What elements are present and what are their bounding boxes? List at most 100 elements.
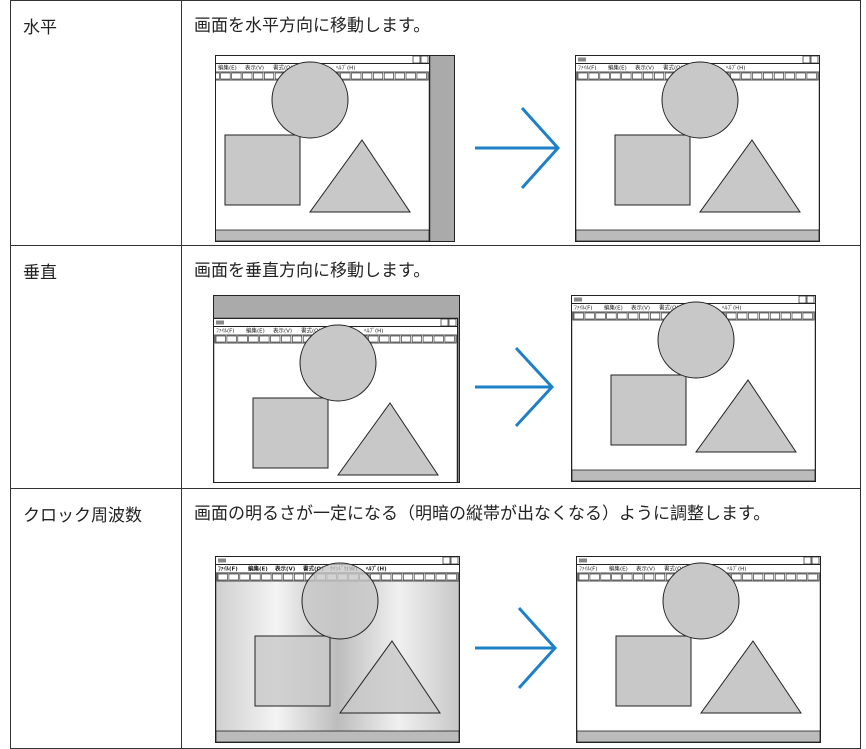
tool-button (753, 573, 764, 581)
tool-button (588, 72, 599, 80)
arrow (475, 106, 561, 190)
tool-button (394, 72, 405, 80)
tool-button (261, 573, 272, 581)
menu-item: 編集(E) (218, 64, 237, 72)
screen-border (215, 55, 455, 242)
tool-button (220, 72, 231, 80)
button (450, 556, 459, 565)
tool-button (362, 72, 373, 80)
tool-button (270, 335, 281, 343)
system-box (578, 57, 586, 62)
system-box (218, 558, 226, 563)
button (810, 55, 819, 64)
tool-button (796, 573, 807, 581)
menu-item: 書式(O) (301, 327, 321, 335)
tool-button (264, 72, 275, 80)
tool-button (294, 573, 305, 581)
circle (299, 324, 377, 402)
tool-button (242, 72, 253, 80)
tool-button (773, 72, 784, 80)
tool-button (774, 573, 785, 581)
circle (661, 61, 739, 139)
arrow (475, 346, 555, 428)
tool-button (807, 573, 818, 581)
tool-button (231, 72, 242, 80)
tool-button (741, 72, 752, 80)
square (610, 374, 687, 446)
button (442, 556, 451, 565)
triangle (700, 640, 802, 714)
screen: ﾌｧｲﾙ(F)編集(E)表示(V)書式(O)ｳｲﾝﾄﾞｳ(W)ﾍﾙﾌﾟ(H) (213, 295, 460, 504)
tool-button (769, 312, 780, 320)
tool-button (748, 312, 759, 320)
menu-item: 表示(V) (631, 304, 650, 312)
status-bar (215, 229, 430, 242)
tool-button (228, 573, 239, 581)
tool-button (416, 72, 427, 80)
tool-button (351, 72, 362, 80)
tool-button (405, 72, 416, 80)
menu-item: 書式(O) (303, 565, 324, 573)
tool-button (368, 335, 379, 343)
tool-button (272, 573, 283, 581)
tool-button (802, 312, 813, 320)
tool-button (239, 573, 250, 581)
tool-button (584, 312, 595, 320)
tool-button (435, 573, 446, 581)
menu-item: ﾍﾙﾌﾟ(H) (722, 305, 741, 312)
menu-item: ﾌｧｲﾙ(F) (579, 566, 597, 573)
circle (301, 562, 379, 640)
tool-button (806, 72, 817, 80)
tool-button (644, 573, 655, 581)
tool-button (253, 72, 264, 80)
tool-button (730, 72, 741, 80)
tool-button (379, 335, 390, 343)
menu-item: 編集(E) (608, 64, 627, 72)
menu-item: 書式(O) (664, 565, 684, 573)
tool-button (632, 72, 643, 80)
tool-button (764, 573, 775, 581)
menu-item: ﾌｧｲﾙ(F) (216, 328, 234, 335)
menu-item: 編集(E) (248, 565, 268, 573)
button (412, 55, 421, 64)
screen: ﾌｧｲﾙ(F)編集(E)表示(V)書式(O)ｳｲﾝﾄﾞｳ(W)ﾍﾙﾌﾟ(H) (576, 556, 821, 743)
tool-button (611, 573, 622, 581)
tool-button (370, 573, 381, 581)
tool-button (759, 312, 770, 320)
menu-item: ﾍﾙﾌﾟ(H) (365, 565, 387, 573)
window: ﾌｧｲﾙ(F)編集(E)表示(V)書式(O)ｳｲﾝﾄﾞｳ(W)ﾍﾙﾌﾟ(H) (199, 55, 431, 242)
circle (271, 61, 349, 139)
tool-button (578, 573, 589, 581)
tool-button (199, 73, 209, 79)
menu-item: 編集(E) (604, 304, 623, 312)
menu-item: 表示(V) (636, 565, 655, 573)
menu-item: 編集(E) (609, 565, 628, 573)
tool-button (784, 72, 795, 80)
tool-button (633, 573, 644, 581)
tool-button (589, 573, 600, 581)
square (254, 635, 331, 707)
tool-button (424, 573, 435, 581)
square (614, 134, 691, 206)
menu-item: 表示(V) (273, 327, 292, 335)
menu-item: 表示(V) (635, 64, 654, 72)
screen: ﾌｧｲﾙ(F)編集(E)表示(V)書式(O)ｳｲﾝﾄﾞｳ(W)ﾍﾙﾌﾟ(H) (215, 556, 460, 743)
button (448, 318, 457, 327)
window: ﾌｧｲﾙ(F)編集(E)表示(V)書式(O)ｳｲﾝﾄﾞｳ(W)ﾍﾙﾌﾟ(H) (215, 556, 460, 743)
button (798, 295, 807, 304)
system-box (574, 297, 582, 302)
screen-border (213, 295, 460, 483)
tool-button (281, 335, 292, 343)
button (802, 55, 811, 64)
tool-button (392, 573, 403, 581)
status-bar (214, 493, 457, 504)
tool-button (446, 573, 457, 581)
tool-button (444, 335, 455, 343)
menu-item: 表示(V) (274, 565, 296, 573)
tool-button (622, 573, 633, 581)
menu-item: ﾌｧｲﾙ(F) (574, 305, 592, 312)
tool-button (248, 335, 259, 343)
tool-button (785, 573, 796, 581)
button (806, 295, 815, 304)
